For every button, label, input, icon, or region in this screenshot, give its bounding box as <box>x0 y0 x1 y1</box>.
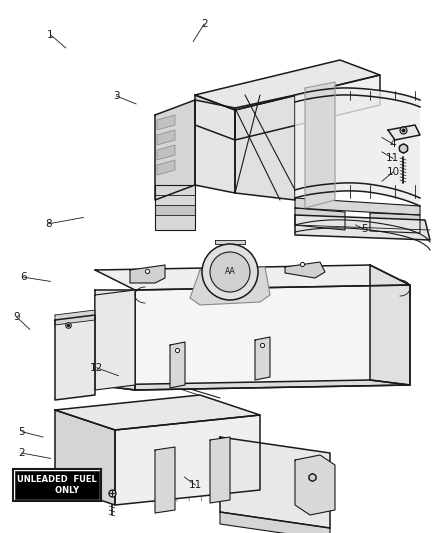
Polygon shape <box>294 215 429 240</box>
Text: 12: 12 <box>90 363 103 373</box>
Polygon shape <box>294 88 419 206</box>
Polygon shape <box>234 75 379 140</box>
Text: 3: 3 <box>113 91 120 101</box>
Polygon shape <box>294 198 419 215</box>
Polygon shape <box>215 240 244 244</box>
Polygon shape <box>157 160 175 175</box>
Polygon shape <box>194 60 379 110</box>
Polygon shape <box>190 267 269 305</box>
Polygon shape <box>234 95 294 200</box>
Polygon shape <box>254 337 269 380</box>
Text: 11: 11 <box>385 154 399 163</box>
Polygon shape <box>170 342 184 388</box>
Polygon shape <box>294 455 334 515</box>
Polygon shape <box>95 380 409 390</box>
Text: 5: 5 <box>18 427 25 437</box>
Text: 2: 2 <box>18 448 25 458</box>
Polygon shape <box>135 285 409 390</box>
Polygon shape <box>130 265 165 283</box>
Polygon shape <box>219 437 329 528</box>
Text: AA: AA <box>224 268 235 277</box>
Polygon shape <box>155 205 194 215</box>
Circle shape <box>201 244 258 300</box>
Polygon shape <box>95 265 409 290</box>
Polygon shape <box>55 395 259 430</box>
Polygon shape <box>95 290 135 390</box>
Polygon shape <box>157 115 175 130</box>
Polygon shape <box>157 130 175 145</box>
Polygon shape <box>55 410 115 505</box>
Polygon shape <box>387 125 419 140</box>
Text: 8: 8 <box>45 219 52 229</box>
Text: 10: 10 <box>385 167 399 177</box>
Text: UNLEADED  FUEL
       ONLY: UNLEADED FUEL ONLY <box>17 475 97 495</box>
Polygon shape <box>55 315 95 400</box>
Text: 4: 4 <box>389 139 396 149</box>
Polygon shape <box>304 82 334 208</box>
Polygon shape <box>219 512 329 533</box>
Text: 9: 9 <box>13 312 20 322</box>
FancyBboxPatch shape <box>15 471 99 499</box>
Text: 11: 11 <box>188 480 201 490</box>
FancyBboxPatch shape <box>13 469 101 501</box>
Polygon shape <box>194 95 234 140</box>
Polygon shape <box>155 185 194 230</box>
Polygon shape <box>294 208 344 230</box>
Polygon shape <box>194 100 234 193</box>
Polygon shape <box>55 310 95 325</box>
Text: 6: 6 <box>20 272 27 282</box>
Polygon shape <box>157 145 175 160</box>
Text: 1: 1 <box>47 30 54 39</box>
Circle shape <box>209 252 249 292</box>
Polygon shape <box>284 262 324 278</box>
Text: 2: 2 <box>200 19 207 29</box>
Polygon shape <box>369 265 409 385</box>
Polygon shape <box>95 290 135 390</box>
Polygon shape <box>209 437 230 503</box>
Polygon shape <box>155 100 194 200</box>
Text: 5: 5 <box>360 224 367 234</box>
Polygon shape <box>155 447 175 513</box>
Polygon shape <box>115 415 259 505</box>
Polygon shape <box>369 213 419 233</box>
